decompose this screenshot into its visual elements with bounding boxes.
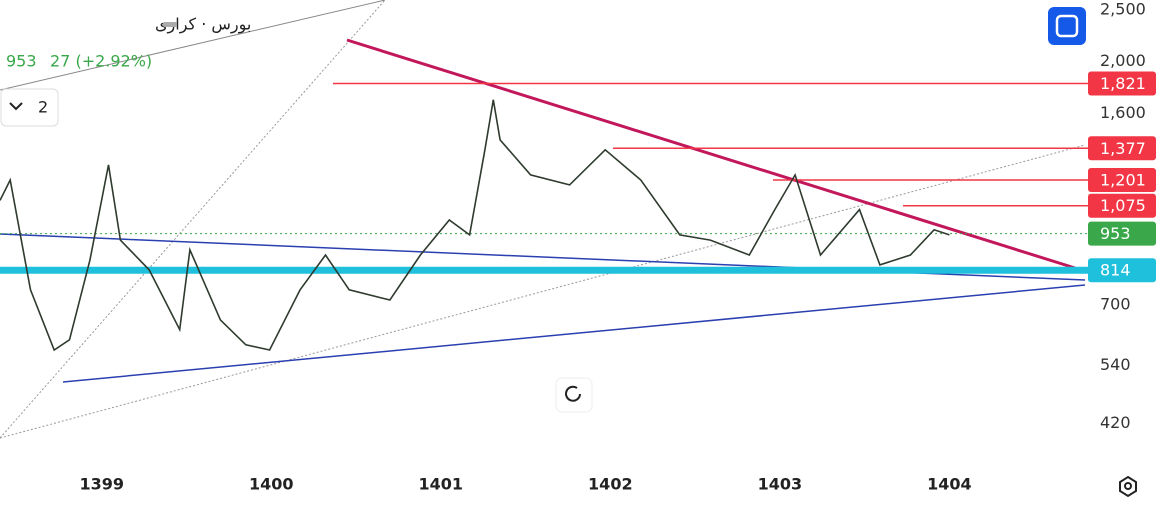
price-label-box [1088,71,1156,96]
x-tick-label: 1401 [419,475,464,494]
chevron-icon [9,102,23,111]
price-line-series [0,99,950,352]
price-label: 953 [1100,224,1131,243]
reset-icon [565,385,581,402]
trend-dotted [0,0,386,439]
x-tick-label: 1399 [79,475,124,494]
price-label: 1,075 [1100,196,1146,215]
price-label-box [1088,136,1156,161]
reset-button[interactable] [555,377,593,413]
trend-dotted-2 [0,144,1086,439]
x-tick-label: 1403 [758,475,803,494]
symbol-title: بورس · کرازی [155,15,251,35]
x-tick-label: 1402 [588,475,633,494]
price-label-box [1088,168,1156,193]
price-label: 814 [1100,261,1131,280]
price-label: 1,821 [1100,74,1146,93]
settings-dot [1124,482,1132,490]
price-label: 1,201 [1100,171,1146,190]
fullscreen-button[interactable] [1048,7,1086,45]
price-change: 27 (+2.92%) [50,52,152,71]
trend-resistance [346,38,1076,270]
last-price: 953 [6,52,37,71]
price-label-box [1088,221,1156,246]
plot [0,82,1088,352]
trend-grey [0,0,386,91]
interval-button[interactable] [0,88,59,127]
interval-value[interactable]: 2 [38,98,48,117]
x-tick-label: 1404 [927,475,972,494]
price-label: 1,377 [1100,139,1146,158]
y-tick-label: 420 [1100,413,1131,432]
fullscreen-icon [1055,14,1079,38]
y-tick-label: 2,000 [1100,51,1146,70]
x-tick-label: 1400 [249,475,294,494]
settings-icon[interactable] [1119,475,1137,498]
y-tick-label: 540 [1100,355,1131,374]
y-tick-label: 2,500 [1100,0,1146,19]
dash-icon [163,22,177,27]
price-label-box [1088,193,1156,218]
price-label-box [1088,258,1156,283]
y-tick-label: 700 [1100,295,1131,314]
trend-lower [62,284,1086,383]
y-tick-label: 1,600 [1100,103,1146,122]
